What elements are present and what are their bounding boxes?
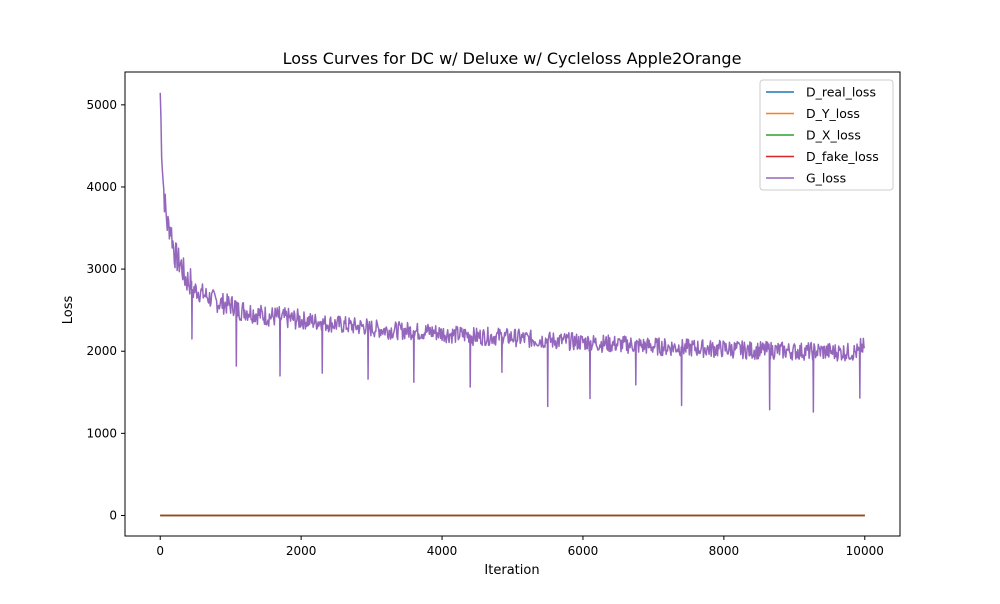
x-tick-label: 6000	[568, 544, 599, 558]
legend-item-g-loss: G_loss	[766, 171, 846, 186]
axes-frame	[124, 71, 901, 537]
axes-border	[124, 71, 901, 537]
legend-label: G_loss	[806, 171, 846, 186]
x-tick-label: 0	[156, 544, 164, 558]
legend-item-d-real-loss: D_real_loss	[766, 85, 876, 100]
series-lines	[159, 92, 866, 517]
chart-title: Loss Curves for DC w/ Deluxe w/ Cyclelos…	[283, 49, 742, 68]
legend-item-d-x-loss: D_X_loss	[766, 128, 861, 143]
legend: D_real_loss D_Y_loss D_X_loss D_fake_loss G_…	[759, 79, 894, 191]
legend-label: D_Y_loss	[806, 106, 860, 121]
y-tick-label: 5000	[86, 98, 117, 112]
y-tick-label: 2000	[86, 344, 117, 358]
x-tick-label: 4000	[427, 544, 458, 558]
legend-item-d-fake-loss: D_fake_loss	[766, 149, 879, 164]
y-tick-label: 0	[109, 508, 117, 522]
y-axis-label: Loss	[61, 296, 76, 325]
x-ticks: 0 2000 4000 6000 8000 10000	[156, 536, 884, 558]
legend-item-d-y-loss: D_Y_loss	[766, 106, 860, 121]
legend-label: D_real_loss	[806, 85, 876, 100]
y-tick-label: 1000	[86, 426, 117, 440]
x-tick-label: 8000	[709, 544, 740, 558]
legend-label: D_X_loss	[806, 128, 861, 143]
legend-label: D_fake_loss	[806, 149, 879, 164]
y-tick-label: 4000	[86, 180, 117, 194]
y-tick-label: 3000	[86, 262, 117, 276]
x-tick-label: 10000	[846, 544, 884, 558]
y-ticks: 0 1000 2000 3000 4000 5000	[86, 98, 125, 522]
x-tick-label: 2000	[286, 544, 317, 558]
x-axis-label: Iteration	[484, 563, 539, 578]
series-line-g-loss	[159, 92, 866, 413]
legend-box	[759, 79, 894, 191]
plot-area	[159, 92, 866, 517]
